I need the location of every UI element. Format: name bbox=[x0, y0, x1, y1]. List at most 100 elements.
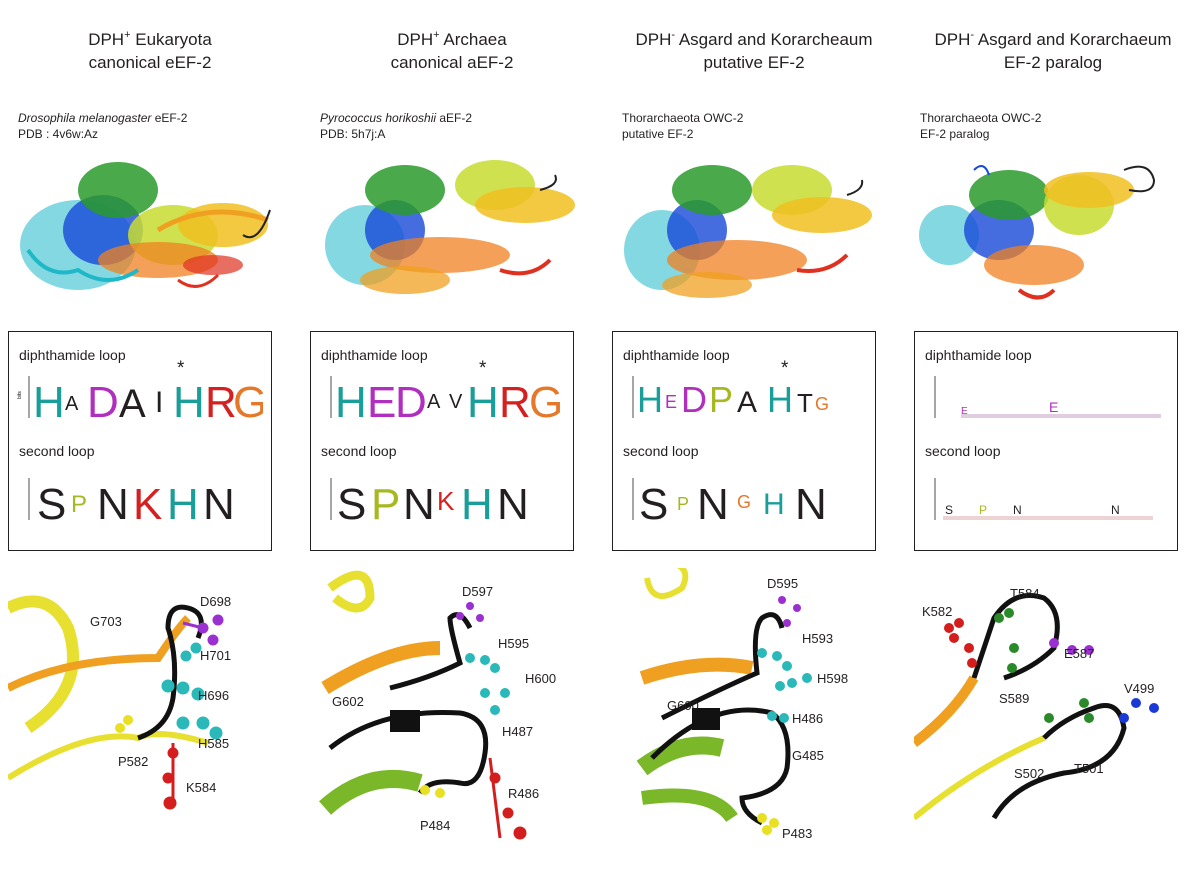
residue-label: S589 bbox=[999, 691, 1029, 706]
logo-letter-A2: A bbox=[119, 382, 146, 420]
svg-text:K: K bbox=[133, 480, 162, 522]
svg-text:K: K bbox=[437, 486, 455, 516]
protein-structure-image bbox=[624, 165, 872, 298]
panel-asgard-putative: DPH- Asgard and Korarcheaum putative EF-… bbox=[604, 0, 904, 872]
svg-text:P: P bbox=[371, 480, 400, 522]
title-superscript: - bbox=[671, 29, 676, 41]
svg-text:H: H bbox=[637, 379, 663, 420]
svg-text:N: N bbox=[203, 480, 235, 522]
species-label: Pyrococcus horikoshii aEF-2 PDB: 5h7j:A bbox=[320, 110, 472, 142]
sequence-logo-box: diphthamide loop * bits H A D A I H R G … bbox=[8, 331, 272, 551]
logo-letter-R: R bbox=[205, 378, 237, 420]
svg-text:N: N bbox=[97, 480, 129, 522]
svg-text:H: H bbox=[335, 378, 367, 420]
second-loop-label: second loop bbox=[19, 443, 95, 459]
logo-letter-G: G bbox=[233, 378, 263, 420]
protein-structure-image bbox=[325, 160, 575, 294]
title-subtitle: canonical aEF-2 bbox=[390, 53, 514, 72]
svg-text:P: P bbox=[709, 379, 733, 420]
pdb-id: PDB: 5h7j:A bbox=[320, 127, 386, 141]
panel-eukaryota: DPH+ Eukaryota canonical eEF-2 Drosophil… bbox=[0, 0, 300, 872]
species-protein: aEF-2 bbox=[436, 111, 473, 125]
panel-title: DPH+ Eukaryota canonical eEF-2 bbox=[0, 28, 300, 74]
sequence-logo-box: diphthamide loop * H E D A V H R G secon… bbox=[310, 331, 574, 551]
title-text: DPH bbox=[88, 30, 125, 49]
diphthamide-loop-label: diphthamide loop bbox=[925, 347, 1032, 363]
svg-text:E: E bbox=[367, 378, 396, 420]
title-text: DPH bbox=[934, 30, 971, 49]
protein-structure-image bbox=[919, 165, 1156, 300]
svg-text:H: H bbox=[467, 378, 499, 420]
residue-label: H593 bbox=[802, 631, 833, 646]
species-protein: Thorarchaeota OWC-2 bbox=[622, 111, 744, 125]
svg-text:E: E bbox=[665, 392, 677, 412]
title-text: DPH bbox=[635, 30, 672, 49]
asterisk-marker: * bbox=[177, 358, 185, 379]
loop-closeup-image: D597 H595 H600 G602 H487 R486 P484 bbox=[319, 570, 556, 840]
svg-text:P: P bbox=[71, 491, 87, 518]
svg-text:H: H bbox=[763, 488, 785, 521]
svg-text:R: R bbox=[499, 378, 531, 420]
residue-label: K582 bbox=[922, 604, 952, 619]
logo-letter-D: D bbox=[87, 378, 119, 420]
sequence-logo-box: diphthamide loop E E second loop S P N N bbox=[914, 331, 1178, 551]
logo-letter-H2: H bbox=[173, 378, 205, 420]
diphthamide-loop-logo: E E bbox=[934, 376, 1161, 418]
residue-label: G485 bbox=[792, 748, 824, 763]
residue-label: H701 bbox=[200, 648, 231, 663]
species-protein-type: EF-2 paralog bbox=[920, 127, 990, 141]
svg-text:N: N bbox=[497, 480, 529, 522]
sequence-logo-box: diphthamide loop * H E D P A H T G secon… bbox=[612, 331, 876, 551]
panel-title: DPH- Asgard and Korarchaeum EF-2 paralog bbox=[906, 28, 1200, 74]
residue-label: H598 bbox=[817, 671, 848, 686]
loop-closeup-image: K582 T584 E587 S589 V499 T501 S502 bbox=[914, 586, 1159, 821]
svg-text:S: S bbox=[639, 480, 668, 522]
svg-text:N: N bbox=[1013, 503, 1022, 517]
title-superscript: - bbox=[970, 29, 975, 41]
loop-closeup-image: D595 H593 H598 G600 H486 G485 P483 bbox=[636, 568, 848, 841]
svg-text:bits: bits bbox=[17, 391, 23, 399]
svg-text:E: E bbox=[961, 406, 968, 417]
second-loop-logo: S P N G H N bbox=[632, 478, 827, 522]
residue-label: T584 bbox=[1010, 586, 1040, 601]
logo-letter-H: H bbox=[33, 378, 65, 420]
species-protein: Thorarchaeota OWC-2 bbox=[920, 111, 1042, 125]
residue-label: G600 bbox=[667, 698, 699, 713]
species-protein-type: putative EF-2 bbox=[622, 127, 694, 141]
residue-label: H595 bbox=[498, 636, 529, 651]
species-name: Drosophila melanogaster bbox=[18, 111, 152, 125]
logo-letter-A: A bbox=[65, 393, 79, 415]
residue-label: P484 bbox=[420, 818, 450, 833]
diphthamide-loop-label: diphthamide loop bbox=[623, 347, 730, 363]
residue-label: E587 bbox=[1064, 646, 1094, 661]
svg-text:S: S bbox=[37, 480, 66, 522]
second-loop-label: second loop bbox=[925, 443, 1001, 459]
residue-label: H487 bbox=[502, 724, 533, 739]
species-name: Pyrococcus horikoshii bbox=[320, 111, 437, 125]
svg-text:V: V bbox=[449, 391, 463, 413]
svg-text:A: A bbox=[427, 391, 441, 413]
svg-text:H: H bbox=[461, 480, 493, 522]
title-subtitle: canonical eEF-2 bbox=[88, 53, 212, 72]
residue-label: R486 bbox=[508, 786, 539, 801]
residue-label: G602 bbox=[332, 694, 364, 709]
species-label: Thorarchaeota OWC-2 putative EF-2 bbox=[622, 110, 743, 142]
svg-text:H: H bbox=[167, 480, 199, 522]
svg-text:N: N bbox=[795, 480, 827, 522]
svg-text:G: G bbox=[529, 378, 563, 420]
pdb-id: PDB : 4v6w:Az bbox=[18, 127, 99, 141]
panel-asgard-paralog: DPH- Asgard and Korarchaeum EF-2 paralog… bbox=[906, 0, 1200, 872]
diphthamide-loop-label: diphthamide loop bbox=[19, 347, 126, 363]
residue-label: H696 bbox=[198, 688, 229, 703]
svg-text:G: G bbox=[737, 492, 751, 512]
residue-label: H600 bbox=[525, 671, 556, 686]
residue-label: S502 bbox=[1014, 766, 1044, 781]
residue-label: P582 bbox=[118, 754, 148, 769]
svg-text:S: S bbox=[337, 480, 366, 522]
title-text-rest: Archaea bbox=[439, 30, 507, 49]
svg-text:T: T bbox=[797, 388, 813, 418]
diphthamide-loop-label: diphthamide loop bbox=[321, 347, 428, 363]
asterisk-marker: * bbox=[781, 358, 789, 379]
residue-label: K584 bbox=[186, 780, 216, 795]
diphthamide-loop-logo: H E D P A H T G bbox=[632, 376, 829, 420]
